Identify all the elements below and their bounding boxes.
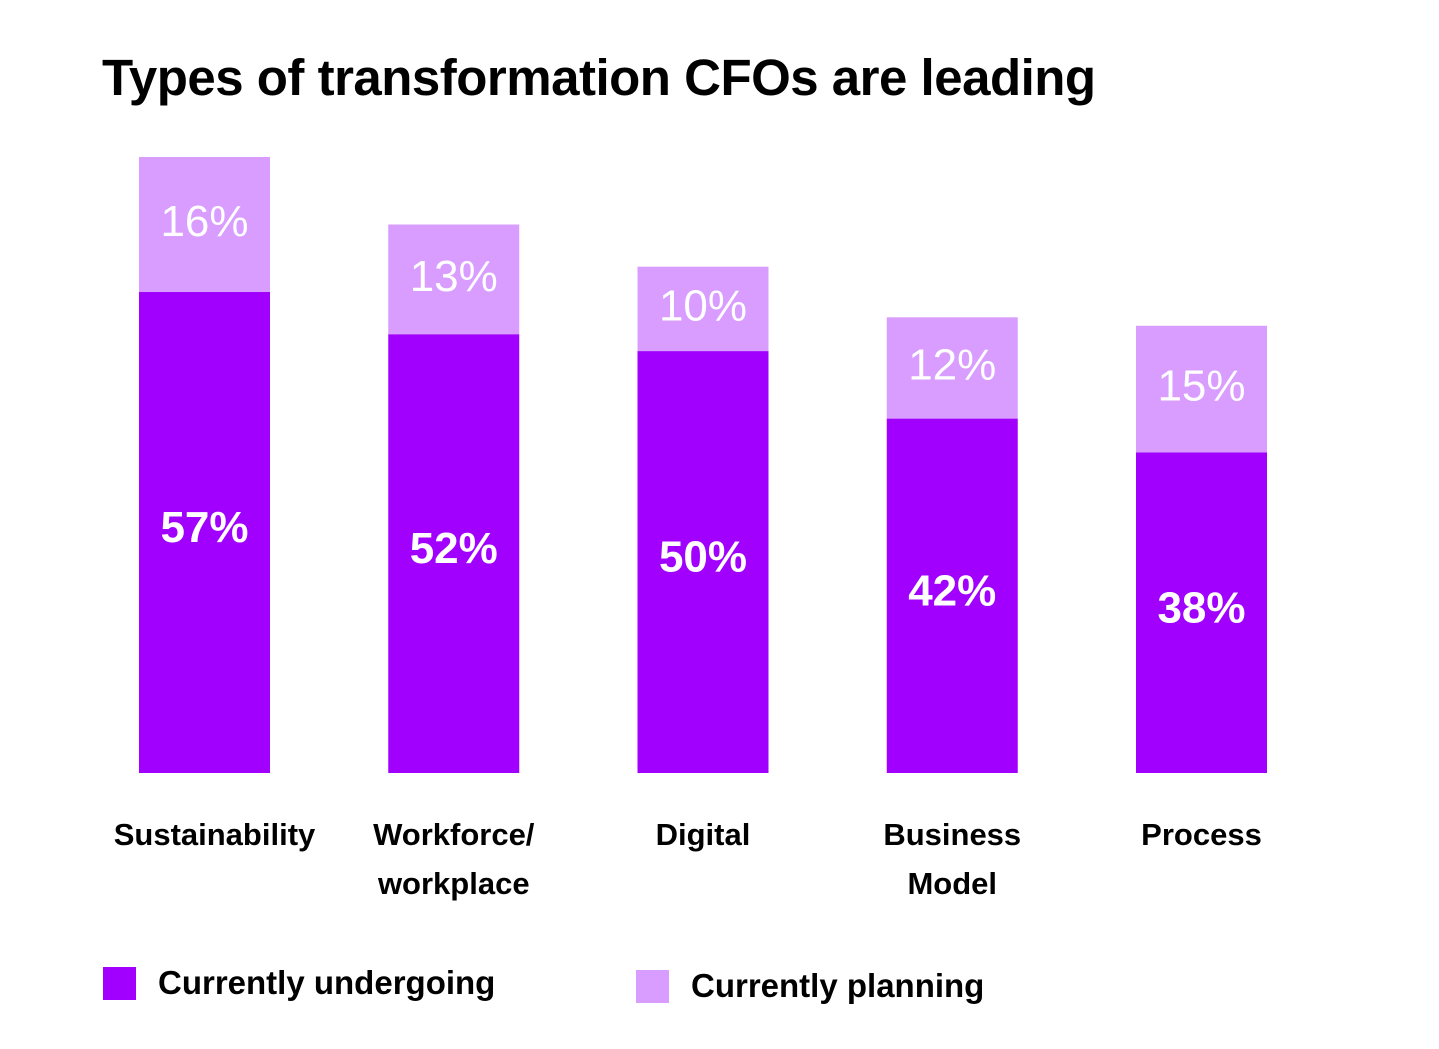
bar-process-currently-undergoing	[1136, 452, 1267, 773]
legend-item-planning: Currently planning	[636, 967, 984, 1005]
category-labels-group: Sustainability Workforce/workplace Digital…	[114, 817, 1262, 901]
bar-digital-currently-planning	[637, 266, 769, 352]
value-label-digital-currently-planning: 10%	[659, 282, 747, 331]
bar-sustainability-currently-undergoing	[139, 292, 270, 773]
category-label-business-model: Business Model	[883, 817, 1021, 901]
legend-label-planning: Currently planning	[691, 967, 985, 1004]
legend-swatch-undergoing	[103, 966, 136, 1000]
value-labels-group: 57% 16% 52% 13% 50% 10% 42% 12% 38% 15%	[160, 197, 1245, 632]
chart-title: Types of transformation CFOs are leading	[102, 49, 1096, 106]
category-label-digital: Digital	[656, 817, 751, 852]
bar-digital-currently-undergoing	[637, 351, 769, 773]
value-label-sustainability-currently-planning: 16%	[160, 197, 248, 246]
value-label-workforce-workplace-currently-undergoing: 52%	[410, 524, 498, 573]
category-label-process: Process	[1141, 817, 1262, 852]
value-label-sustainability-currently-undergoing: 57%	[160, 503, 248, 552]
legend-swatch-planning	[636, 969, 669, 1003]
category-label-sustainability: Sustainability	[114, 817, 316, 852]
bar-business-model-currently-undergoing	[886, 418, 1018, 773]
value-label-digital-currently-undergoing: 50%	[659, 533, 747, 582]
value-label-business-model-currently-planning: 12%	[908, 341, 996, 390]
bar-process-currently-planning	[1136, 325, 1267, 453]
bar-workforce-workplace-currently-planning	[388, 224, 520, 335]
value-label-business-model-currently-undergoing: 42%	[908, 566, 996, 615]
value-label-process-currently-undergoing: 38%	[1157, 583, 1245, 632]
legend-item-undergoing: Currently undergoing	[103, 964, 495, 1002]
legend-label-undergoing: Currently undergoing	[158, 964, 496, 1001]
bar-business-model-currently-planning	[886, 317, 1018, 419]
bars-group	[139, 157, 1267, 773]
category-label-workforce-workplace: Workforce/workplace	[373, 817, 535, 901]
bar-sustainability-currently-planning	[139, 157, 270, 293]
value-label-workforce-workplace-currently-planning: 13%	[410, 252, 498, 301]
bar-workforce-workplace-currently-undergoing	[388, 334, 520, 773]
value-label-process-currently-planning: 15%	[1157, 362, 1245, 411]
